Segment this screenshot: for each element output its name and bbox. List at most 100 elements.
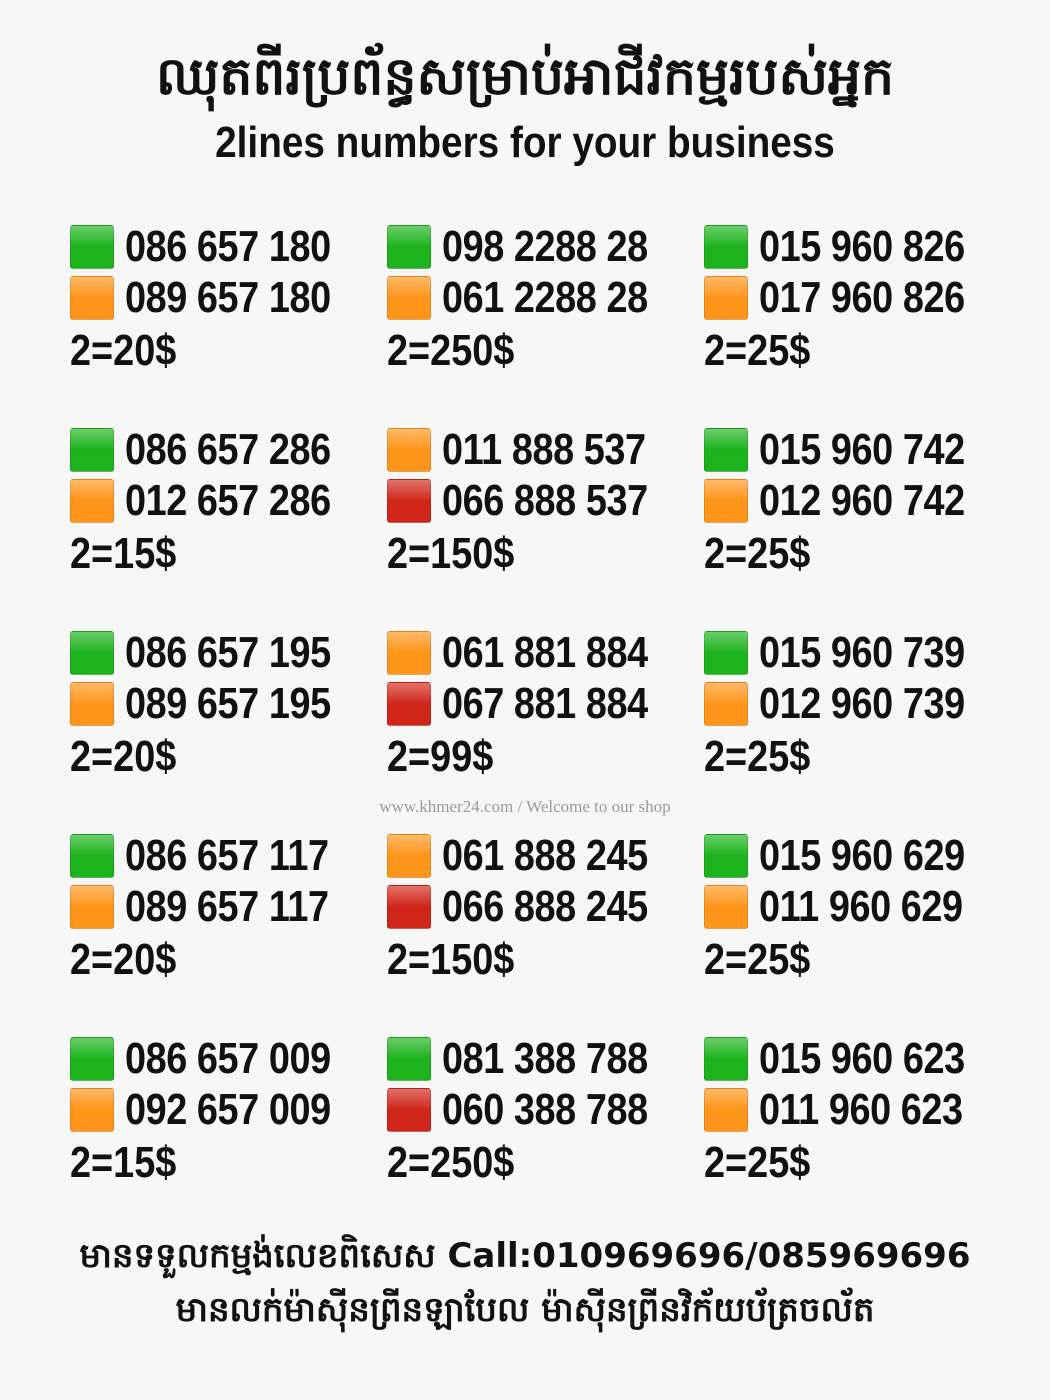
phone-line: 086 657 117: [70, 831, 362, 881]
price-label: 2=150$: [387, 935, 515, 984]
red-square-icon: [387, 885, 431, 929]
phone-number: 067 881 884: [442, 679, 648, 728]
phone-line: 017 960 826: [704, 273, 998, 323]
phone-line: 081 388 788: [387, 1034, 681, 1084]
phone-line: 015 960 826: [704, 222, 998, 272]
orange-square-icon: [704, 885, 748, 929]
phone-line: 015 960 623: [704, 1034, 998, 1084]
phone-number: 012 657 286: [125, 476, 331, 525]
red-square-icon: [387, 1088, 431, 1132]
number-set: 098 2288 28 061 2288 28 2=250$: [387, 222, 707, 382]
phone-number: 015 960 623: [759, 1034, 965, 1083]
orange-square-icon: [70, 885, 114, 929]
phone-number: 066 888 245: [442, 882, 648, 931]
orange-square-icon: [387, 834, 431, 878]
phone-number: 015 960 742: [759, 425, 965, 474]
phone-number: 086 657 009: [125, 1034, 331, 1083]
phone-number: 011 888 537: [442, 425, 646, 474]
orange-square-icon: [70, 276, 114, 320]
green-square-icon: [70, 428, 114, 472]
phone-line: 015 960 629: [704, 831, 998, 881]
phone-line: 067 881 884: [387, 679, 681, 729]
number-set: 011 888 537 066 888 537 2=150$: [387, 425, 707, 585]
price-label: 2=25$: [704, 529, 811, 578]
number-set: 086 657 117 089 657 117 2=20$: [70, 831, 390, 991]
phone-number: 092 657 009: [125, 1085, 331, 1134]
phone-line: 061 888 245: [387, 831, 681, 881]
number-set: 015 960 742 012 960 742 2=25$: [704, 425, 1024, 585]
phone-number: 061 2288 28: [442, 273, 648, 322]
number-set: 015 960 623 011 960 623 2=25$: [704, 1034, 1024, 1194]
green-square-icon: [387, 1037, 431, 1081]
phone-number: 089 657 117: [125, 882, 329, 931]
phone-line: 011 960 623: [704, 1085, 996, 1135]
price-label: 2=20$: [70, 935, 177, 984]
phone-line: 086 657 009: [70, 1034, 364, 1084]
phone-number: 066 888 537: [442, 476, 648, 525]
green-square-icon: [704, 834, 748, 878]
number-set: 015 960 629 011 960 629 2=25$: [704, 831, 1024, 991]
phone-line: 011 888 537: [387, 425, 679, 475]
green-square-icon: [704, 225, 748, 269]
phone-number: 015 960 629: [759, 831, 965, 880]
phone-number: 011 960 623: [759, 1085, 963, 1134]
orange-square-icon: [387, 631, 431, 675]
phone-number: 081 388 788: [442, 1034, 648, 1083]
number-set: 061 888 245 066 888 245 2=150$: [387, 831, 707, 991]
price-label: 2=15$: [70, 1138, 177, 1187]
phone-number: 017 960 826: [759, 273, 965, 322]
phone-line: 066 888 537: [387, 476, 681, 526]
orange-square-icon: [704, 276, 748, 320]
phone-line: 012 960 742: [704, 476, 998, 526]
green-square-icon: [70, 225, 114, 269]
price-label: 2=150$: [387, 529, 515, 578]
orange-square-icon: [704, 682, 748, 726]
phone-line: 086 657 286: [70, 425, 364, 475]
phone-number: 061 888 245: [442, 831, 648, 880]
footer-products: មានលក់ម៉ាស៊ីនព្រីនឡាបែល ម៉ាស៊ីនព្រីនវិក័…: [175, 1290, 875, 1330]
price-label: 2=20$: [70, 732, 177, 781]
green-square-icon: [387, 225, 431, 269]
orange-square-icon: [70, 682, 114, 726]
number-set: 015 960 739 012 960 739 2=25$: [704, 628, 1024, 788]
orange-square-icon: [70, 479, 114, 523]
phone-line: 086 657 180: [70, 222, 364, 272]
green-square-icon: [70, 834, 114, 878]
phone-number: 086 657 195: [125, 628, 331, 677]
title-khmer: ឈុតពីរប្រព័ន្ធសម្រាប់អាជីវកម្មរបស់អ្នក: [155, 47, 895, 107]
number-set: 086 657 009 092 657 009 2=15$: [70, 1034, 390, 1194]
orange-square-icon: [704, 479, 748, 523]
number-set: 086 657 180 089 657 180 2=20$: [70, 222, 390, 382]
price-label: 2=25$: [704, 1138, 811, 1187]
orange-square-icon: [704, 1088, 748, 1132]
number-set: 086 657 286 012 657 286 2=15$: [70, 425, 390, 585]
phone-number: 012 960 739: [759, 679, 965, 728]
price-label: 2=250$: [387, 326, 515, 375]
red-square-icon: [387, 479, 431, 523]
number-set: 086 657 195 089 657 195 2=20$: [70, 628, 390, 788]
phone-number: 086 657 286: [125, 425, 331, 474]
phone-line: 061 881 884: [387, 628, 681, 678]
number-set: 081 388 788 060 388 788 2=250$: [387, 1034, 707, 1194]
phone-line: 092 657 009: [70, 1085, 364, 1135]
phone-line: 089 657 195: [70, 679, 364, 729]
green-square-icon: [70, 631, 114, 675]
phone-number: 098 2288 28: [442, 222, 648, 271]
price-label: 2=25$: [704, 732, 811, 781]
green-square-icon: [704, 428, 748, 472]
phone-number: 089 657 195: [125, 679, 331, 728]
phone-number: 015 960 739: [759, 628, 965, 677]
phone-line: 015 960 742: [704, 425, 998, 475]
phone-line: 015 960 739: [704, 628, 998, 678]
phone-line: 012 960 739: [704, 679, 998, 729]
number-set: 061 881 884 067 881 884 2=99$: [387, 628, 707, 788]
price-label: 2=25$: [704, 326, 811, 375]
phone-number: 086 657 117: [125, 831, 329, 880]
price-label: 2=99$: [387, 732, 494, 781]
phone-number: 089 657 180: [125, 273, 331, 322]
green-square-icon: [704, 631, 748, 675]
phone-number: 012 960 742: [759, 476, 965, 525]
red-square-icon: [387, 682, 431, 726]
phone-line: 089 657 117: [70, 882, 362, 932]
price-label: 2=250$: [387, 1138, 515, 1187]
